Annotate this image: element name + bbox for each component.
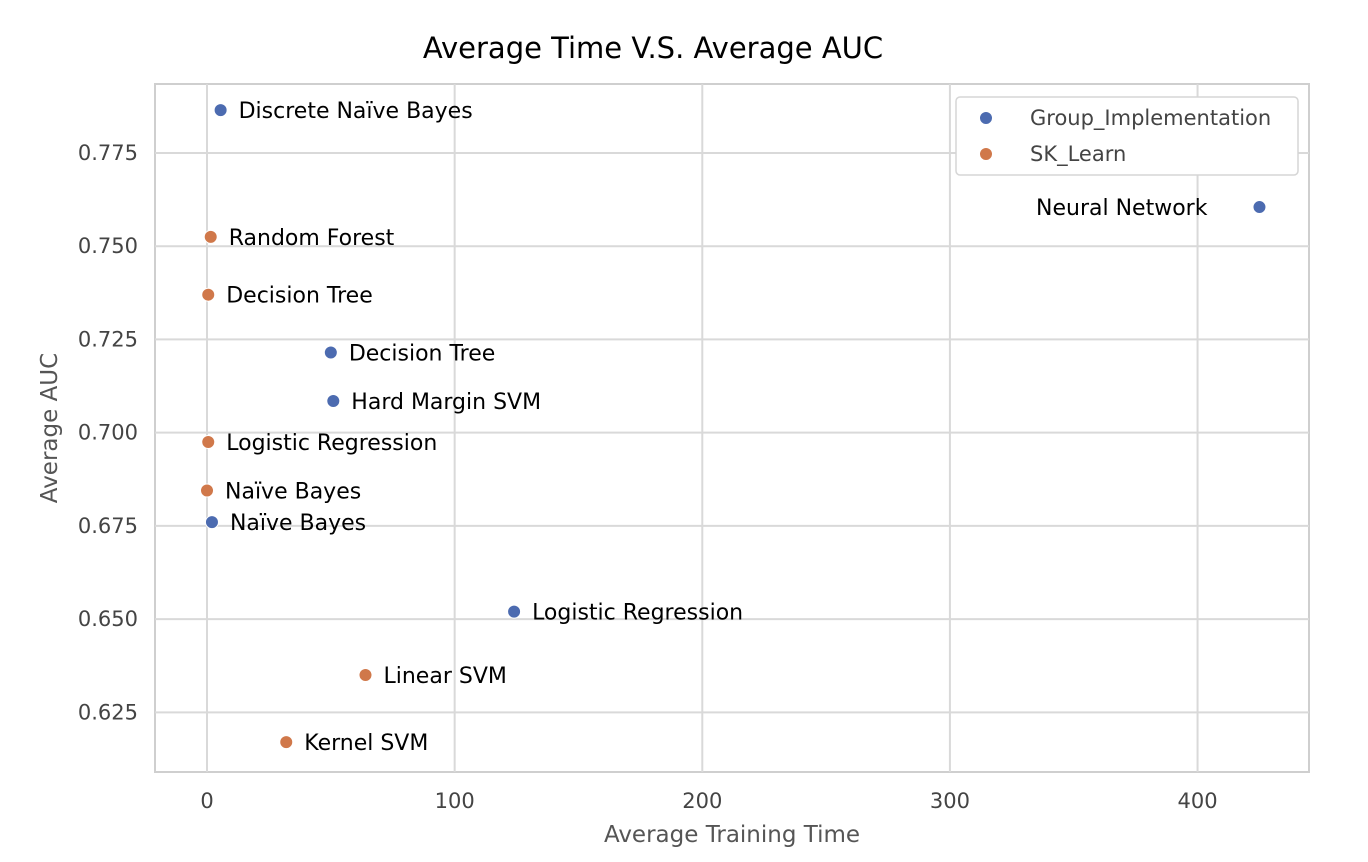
data-point — [358, 668, 373, 683]
y-tick-label: 0.675 — [78, 514, 138, 538]
y-tick-label: 0.775 — [78, 141, 138, 165]
point-label: Logistic Regression — [532, 601, 743, 626]
data-point — [323, 345, 338, 360]
point-label: Hard Margin SVM — [351, 390, 541, 415]
y-tick-label: 0.625 — [78, 700, 138, 724]
data-point — [326, 393, 341, 408]
point-label: Decision Tree — [349, 341, 496, 366]
point-label: Logistic Regression — [226, 431, 437, 456]
x-axis-label: Average Training Time — [604, 822, 860, 848]
point-label: Neural Network — [1036, 196, 1208, 221]
axis-ticks: 0 100 200 300 400 0.625 0.650 0.675 0.700 0.725 0.… — [78, 141, 1218, 813]
y-tick-label: 0.750 — [78, 234, 138, 258]
legend-marker — [979, 147, 993, 161]
x-tick-label: 200 — [682, 789, 722, 813]
legend-box — [955, 96, 1299, 176]
data-point — [201, 434, 216, 449]
point-labels: Discrete Naïve Bayes Neural Network Decisi… — [225, 99, 1208, 756]
data-point — [204, 515, 219, 530]
point-label: Kernel SVM — [304, 731, 428, 756]
y-tick-label: 0.725 — [78, 327, 138, 351]
data-point — [213, 103, 228, 118]
data-point — [507, 604, 522, 619]
y-tick-label: 0.650 — [78, 607, 138, 631]
legend: Group_Implementation SK_Learn — [955, 96, 1299, 176]
y-tick-label: 0.700 — [78, 421, 138, 445]
x-tick-label: 0 — [200, 789, 213, 813]
data-point — [200, 483, 215, 498]
x-tick-label: 100 — [435, 789, 475, 813]
chart-title: Average Time V.S. Average AUC — [423, 31, 883, 65]
x-tick-label: 400 — [1178, 789, 1218, 813]
plot-area — [154, 83, 1310, 773]
data-point — [203, 229, 218, 244]
legend-marker — [979, 111, 993, 125]
x-tick-label: 300 — [930, 789, 970, 813]
point-label: Naïve Bayes — [225, 479, 361, 504]
point-label: Random Forest — [229, 226, 395, 251]
point-label: Decision Tree — [226, 284, 373, 309]
data-point — [1252, 200, 1267, 215]
legend-label: SK_Learn — [1030, 142, 1126, 167]
data-point — [279, 735, 294, 750]
grid — [155, 84, 1309, 772]
data-points — [200, 103, 1267, 750]
legend-label: Group_Implementation — [1030, 106, 1271, 131]
point-label: Linear SVM — [383, 664, 506, 689]
y-axis-label: Average AUC — [37, 353, 63, 503]
data-point — [201, 287, 216, 302]
point-label: Discrete Naïve Bayes — [239, 99, 473, 124]
point-label: Naïve Bayes — [230, 511, 366, 536]
